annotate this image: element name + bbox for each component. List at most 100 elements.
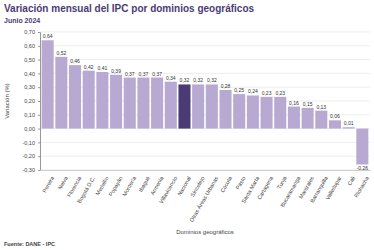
y-tick-label: 0,40	[24, 71, 35, 77]
data-label: 0,64	[43, 33, 53, 39]
y-tick-label: 0,50	[24, 57, 35, 63]
grid-line	[40, 45, 370, 46]
x-tick-label: Riohacha	[353, 175, 370, 199]
y-tick-mark	[38, 60, 40, 61]
x-tick-label: Bogotá D.C.	[76, 175, 96, 204]
data-label: 0,23	[275, 90, 285, 96]
bar	[124, 78, 136, 129]
grid-line	[40, 156, 370, 157]
y-tick-mark	[38, 46, 40, 47]
data-label: 0,32	[207, 77, 217, 83]
x-tick-label: Cartagena	[256, 175, 275, 201]
data-label: 0,16	[289, 100, 299, 106]
chart: Variación mensual del IPC por dominios g…	[0, 0, 374, 250]
source: Fuente: DANE - IPC	[4, 241, 55, 247]
x-tick: Ibagué	[137, 170, 151, 193]
y-tick-mark	[38, 142, 40, 143]
bar	[288, 107, 300, 129]
bar	[329, 120, 341, 128]
y-tick: -0,30	[22, 167, 40, 173]
grid	[40, 32, 370, 170]
y-tick: 0,20	[24, 98, 40, 104]
bar	[178, 84, 190, 128]
grid-line	[40, 142, 370, 143]
bar	[206, 84, 218, 128]
bar	[110, 75, 122, 129]
x-axis: PereiraNeivaFlorenciaBogotá D.C.Medellín…	[41, 170, 371, 223]
bar	[55, 57, 67, 129]
grid-line	[40, 170, 370, 171]
bar	[96, 72, 108, 129]
bar	[247, 95, 259, 128]
data-label: 0,15	[303, 101, 313, 107]
x-tick-label: Montería	[121, 175, 138, 198]
title: Variación mensual del IPC por dominios g…	[4, 3, 254, 14]
x-tick: Cúcuta	[219, 170, 233, 193]
x-tick-label: Santa Marta	[240, 175, 261, 205]
data-label: 0,32	[193, 77, 203, 83]
y-tick-label: -0,10	[22, 140, 35, 146]
bar	[274, 97, 286, 129]
y-tick: 0,50	[24, 57, 40, 63]
data-label: 0,37	[152, 71, 162, 77]
y-tick-mark	[38, 129, 40, 130]
y-tick-label: -0,20	[22, 153, 35, 159]
x-tick: Montería	[121, 170, 138, 197]
x-tick-label: Tunja	[276, 175, 288, 191]
y-tick-label: 0,20	[24, 98, 35, 104]
y-tick-label: 0,10	[24, 112, 35, 118]
y-tick: 0,40	[24, 71, 40, 77]
y-tick-label: 0,30	[24, 84, 35, 90]
bar	[83, 71, 95, 129]
y-tick-mark	[38, 101, 40, 102]
y-axis: -0,30 -0,20 -0,10 0,00 0,10 0,20 0,30 0,40 0,50 0…	[22, 29, 40, 173]
bar	[192, 84, 204, 128]
x-axis-line	[41, 170, 371, 171]
data-label: 0,32	[180, 77, 190, 83]
grid-line	[40, 59, 370, 60]
y-tick-mark	[38, 87, 40, 88]
x-tick: Riohacha	[353, 170, 370, 198]
x-tick-label: Villavicencio	[158, 175, 178, 204]
x-tick-label: Ibagué	[137, 175, 151, 193]
y-tick: 0,70	[24, 29, 40, 35]
bar	[137, 78, 149, 129]
y-tick-label: 0,00	[24, 126, 35, 132]
y-tick-mark	[38, 73, 40, 74]
x-tick: Bucaramanga	[279, 170, 302, 208]
x-tick-label: Otras Áreas Urbanas	[188, 175, 219, 223]
x-tick: Cali	[346, 170, 356, 187]
data-label: 0,39	[111, 68, 121, 74]
y-tick: -0,20	[22, 153, 40, 159]
x-tick: Otras Áreas Urbanas	[188, 170, 219, 223]
y-tick-mark	[38, 156, 40, 157]
bar	[315, 111, 327, 129]
x-tick-label: Bucaramanga	[279, 175, 302, 208]
y-tick-label: 0,60	[24, 43, 35, 49]
y-tick-mark	[38, 115, 40, 116]
x-axis-title: Dominios geográficos	[176, 229, 234, 235]
bar	[165, 82, 177, 129]
bar	[356, 129, 368, 165]
x-tick: Tunja	[276, 170, 288, 190]
data-label: 0,37	[139, 71, 149, 77]
x-tick: Bogotá D.C.	[76, 170, 96, 204]
x-tick-label: Cali	[346, 175, 356, 186]
bar	[42, 40, 54, 128]
y-tick: 0,60	[24, 43, 40, 49]
data-label: 0,42	[84, 64, 94, 70]
bar	[69, 65, 81, 128]
data-label: 0,13	[316, 104, 326, 110]
y-tick: -0,10	[22, 140, 40, 146]
data-labels: 0,640,520,460,420,410,390,370,370,370,34…	[43, 33, 368, 171]
y-tick-label: -0,30	[22, 167, 35, 173]
y-tick-mark	[38, 32, 40, 33]
bar	[261, 97, 273, 129]
subtitle: Junio 2024	[4, 17, 40, 24]
data-label: 0,46	[70, 58, 80, 64]
grid-line	[40, 32, 370, 33]
x-tick: Cartagena	[256, 170, 275, 201]
data-label: 0,23	[262, 90, 272, 96]
x-tick: Villavicencio	[158, 170, 178, 204]
bar	[302, 108, 314, 129]
